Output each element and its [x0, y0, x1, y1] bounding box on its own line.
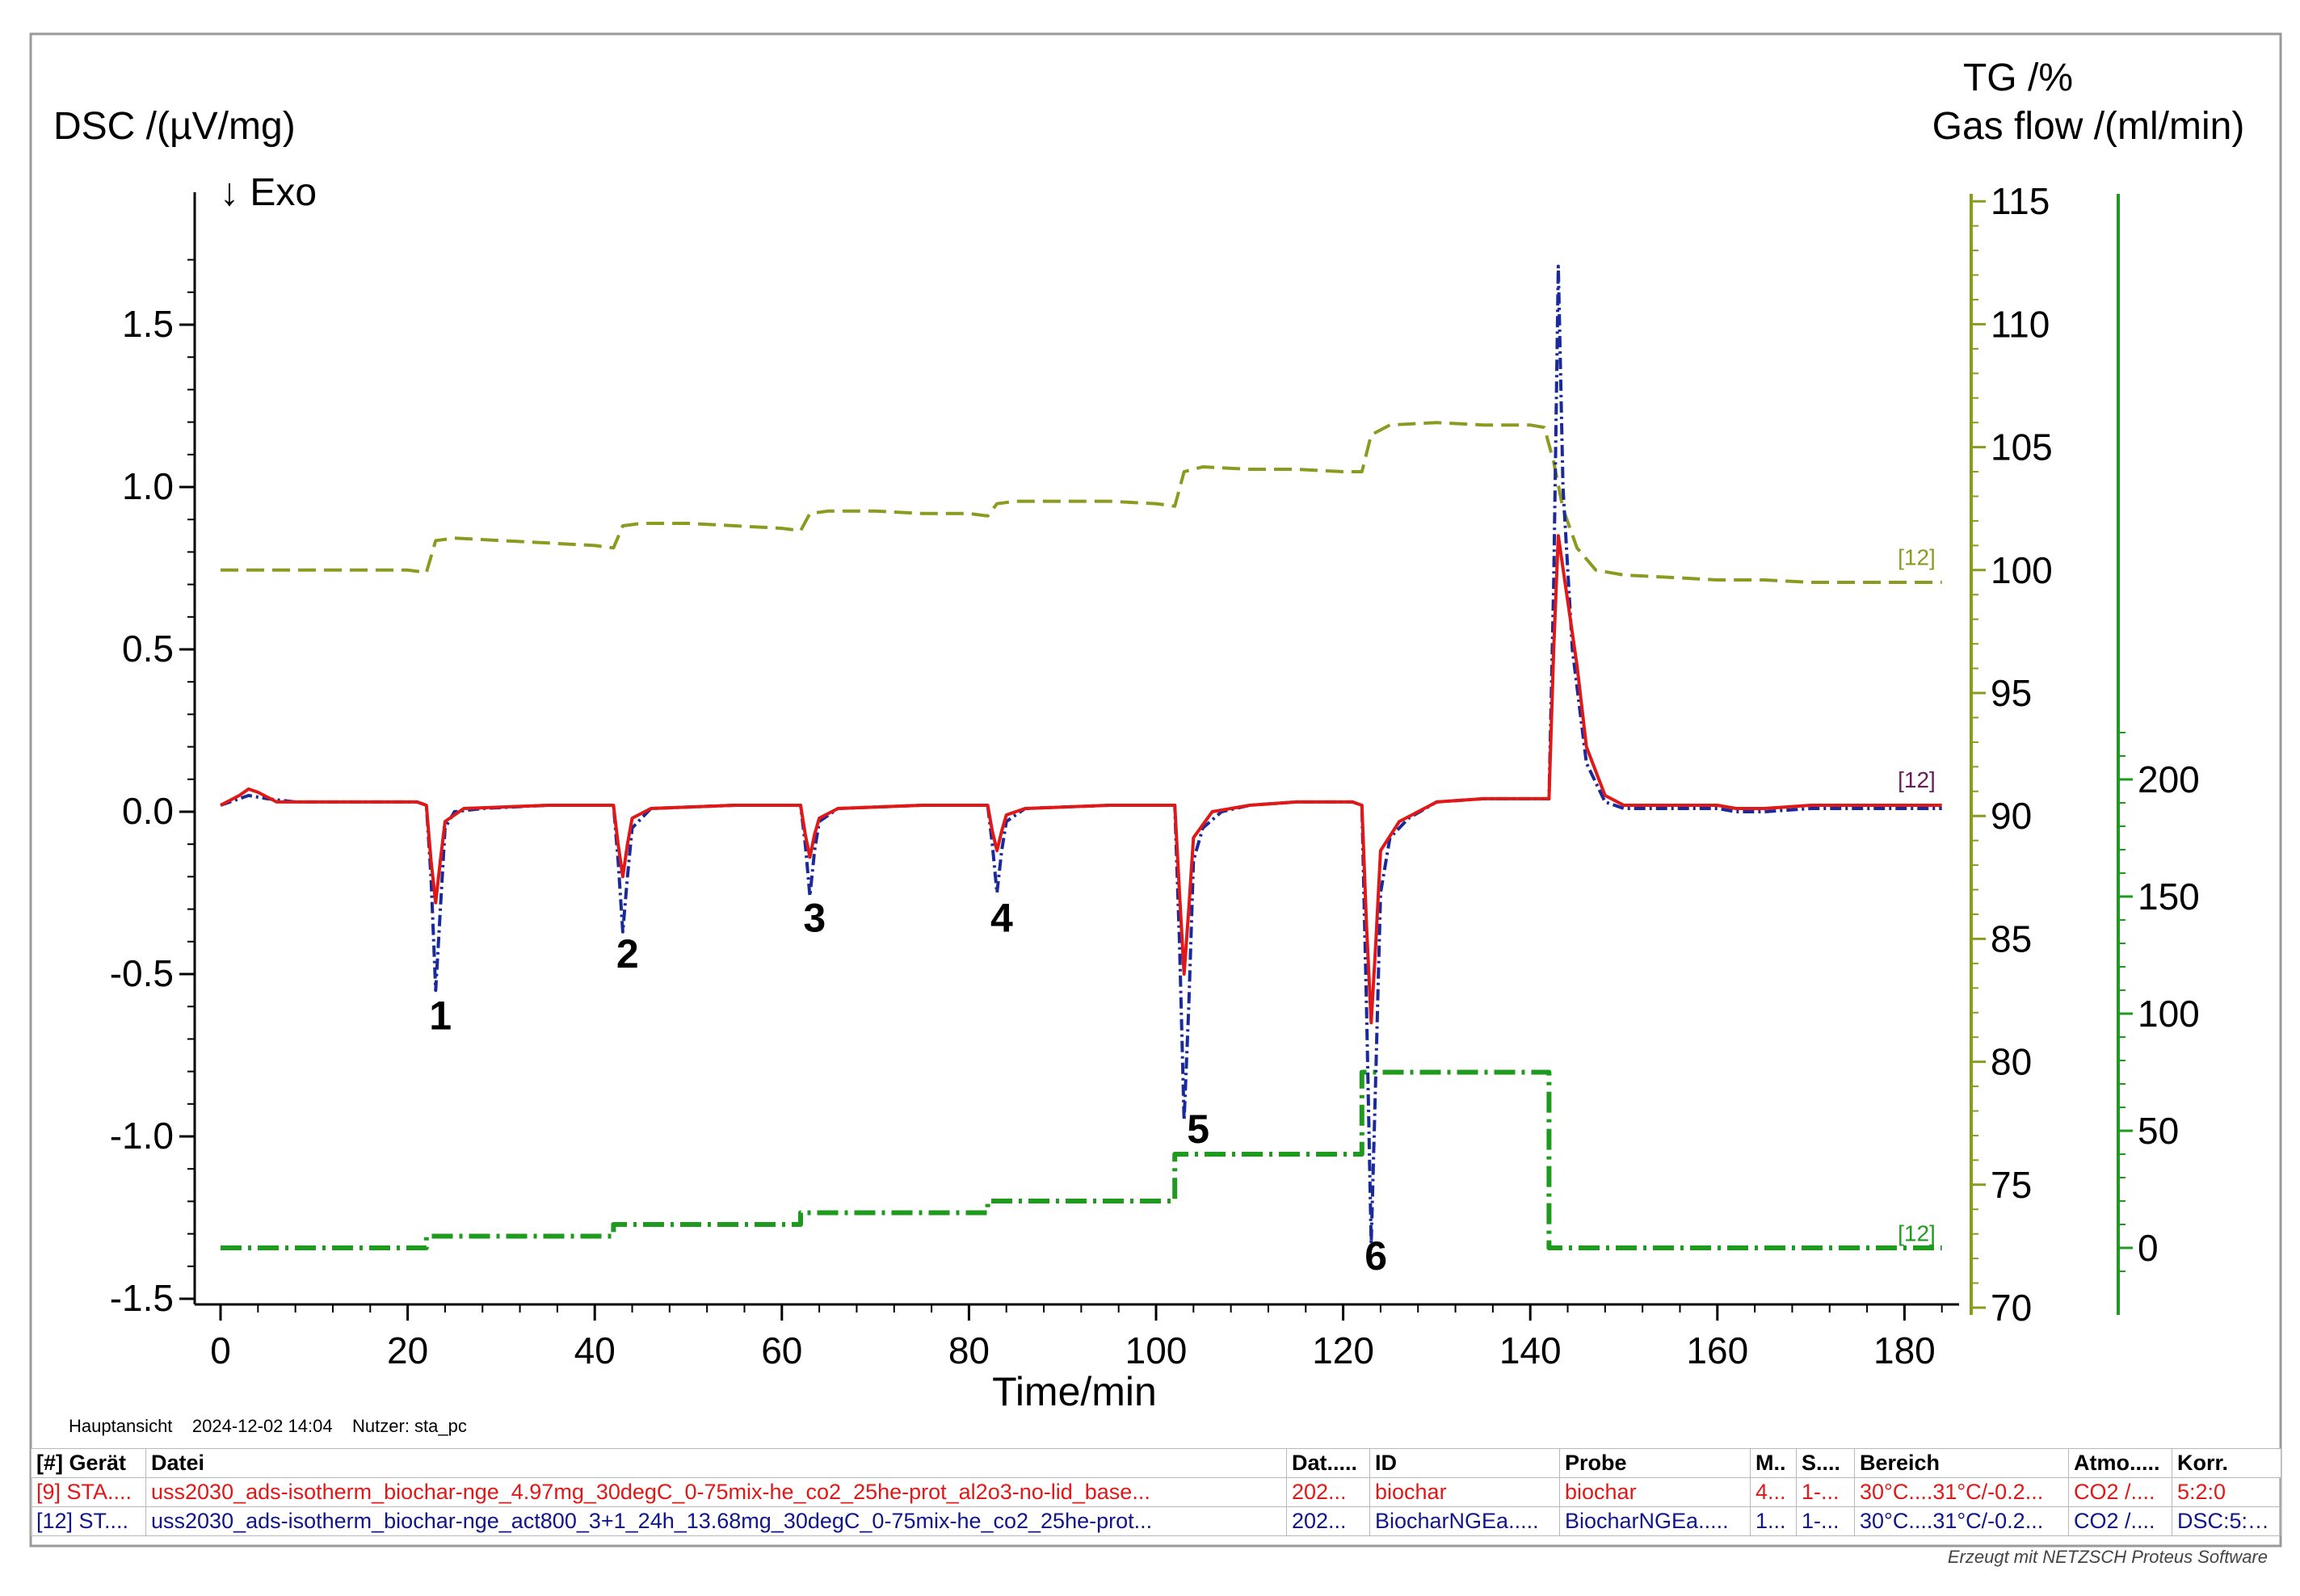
legend-cell: CO2 /.... — [2068, 1477, 2172, 1507]
legend-header-cell: ID — [1369, 1448, 1560, 1478]
legend-cell: 30°C....31°C/-0.2... — [1854, 1477, 2069, 1507]
peak-label: 6 — [1364, 1233, 1387, 1279]
view-name: Hauptansicht — [69, 1416, 173, 1436]
legend-cell: BiocharNGEa..... — [1369, 1506, 1560, 1536]
series-dsc-2 — [220, 264, 1942, 1245]
outer-border — [29, 32, 2282, 1548]
flow-tick-label: 50 — [2138, 1110, 2179, 1152]
legend-header-cell: Datei — [145, 1448, 1287, 1478]
legend-header-cell: Korr. — [2172, 1448, 2281, 1478]
legend-row: [9] STA.... uss2030_ads-isotherm_biochar-… — [31, 1477, 2281, 1507]
dsc-tick-label: 1.5 — [122, 303, 174, 345]
curve-tag: [12] — [1898, 545, 1936, 570]
tg-tick-label: 100 — [1991, 549, 2053, 591]
legend-cell: [9] STA.... — [31, 1477, 146, 1507]
legend-cell: [12] ST.... — [31, 1506, 146, 1536]
flow-tick-label: 0 — [2138, 1227, 2159, 1269]
tg-tick-label: 115 — [1991, 180, 2050, 222]
series-tg-0 — [221, 421, 1942, 584]
dsc-tick-label: -1.0 — [110, 1115, 174, 1157]
time-tick-label: 60 — [761, 1329, 802, 1371]
legend-header-cell: Dat..... — [1286, 1448, 1370, 1478]
labels: 1 2 3 4 5 6 [12] [12] [12] — [429, 545, 1936, 1279]
legend-cell: DSC:5:2:.... — [2172, 1506, 2281, 1536]
curves — [220, 264, 1942, 1250]
time-tick-label: 80 — [948, 1329, 990, 1371]
peak-label: 5 — [1187, 1107, 1209, 1152]
time-tick-label: 160 — [1686, 1329, 1748, 1371]
legend-cell: 1-... — [1796, 1506, 1855, 1536]
peak-label: 3 — [803, 896, 826, 941]
tg-tick-label: 80 — [1991, 1041, 2032, 1083]
legend-cell: BiocharNGEa..... — [1559, 1506, 1751, 1536]
legend-cell: uss2030_ads-isotherm_biochar-nge_4.97mg_… — [145, 1477, 1287, 1507]
legend-header-cell: Probe — [1559, 1448, 1751, 1478]
legend-header-cell: Bereich — [1854, 1448, 2069, 1478]
legend-cell: 202... — [1286, 1506, 1370, 1536]
legend-cell: biochar — [1369, 1477, 1560, 1507]
dsc-tick-label: -1.5 — [110, 1277, 174, 1319]
peak-label: 1 — [429, 993, 452, 1038]
tg-tick-label: 70 — [1991, 1287, 2032, 1329]
peak-label: 4 — [990, 896, 1013, 941]
legend-header-row: [#] Gerät Datei Dat..... ID Probe M.. S.... Ber… — [31, 1448, 2281, 1478]
legend-table: [#] Gerät Datei Dat..... ID Probe M.. S.... Ber… — [31, 1448, 2281, 1536]
time-tick-label: 40 — [574, 1329, 616, 1371]
curve-tag: [12] — [1898, 767, 1936, 792]
series-flow-1 — [221, 1069, 1942, 1250]
legend-header-cell: S.... — [1796, 1448, 1855, 1478]
series-dsc-3 — [220, 534, 1942, 1025]
info-line: Hauptansicht 2024-12-02 14:04 Nutzer: st… — [69, 1416, 467, 1437]
exo-note: ↓ Exo — [220, 171, 317, 214]
flow-tick-label: 150 — [2138, 876, 2200, 918]
flow-axis-title: Gas flow /(ml/min) — [1932, 105, 2245, 148]
dsc-tick-label: 0.5 — [122, 628, 174, 670]
legend-cell: 202... — [1286, 1477, 1370, 1507]
time-tick-label: 100 — [1125, 1329, 1188, 1371]
time-tick-label: 0 — [210, 1329, 231, 1371]
axes: -1.5 -1.0 -0.5 0.0 0.5 1.0 1.5 DSC /(µV/mg) ↓ Ex… — [53, 57, 2244, 1414]
user-name: Nutzer: sta_pc — [352, 1416, 467, 1436]
tg-tick-label: 105 — [1991, 426, 2053, 468]
legend-cell: uss2030_ads-isotherm_biochar-nge_act800_… — [145, 1506, 1287, 1536]
dsc-tick-label: -0.5 — [110, 952, 174, 994]
legend-cell: 30°C....31°C/-0.2... — [1854, 1506, 2069, 1536]
tg-tick-label: 75 — [1991, 1164, 2032, 1206]
footer-text: Erzeugt mit NETZSCH Proteus Software — [1947, 1547, 2268, 1567]
time-tick-label: 120 — [1312, 1329, 1374, 1371]
legend-header-cell: [#] Gerät — [31, 1448, 146, 1478]
time-tick-label: 140 — [1499, 1329, 1562, 1371]
tg-axis-title: TG /% — [1963, 57, 2073, 99]
tg-tick-label: 90 — [1991, 795, 2032, 837]
legend-cell: 5:2:0 — [2172, 1477, 2281, 1507]
flow-tick-label: 200 — [2138, 758, 2200, 800]
legend-cell: 1-... — [1796, 1477, 1855, 1507]
legend-row: [12] ST.... uss2030_ads-isotherm_biochar-… — [31, 1506, 2281, 1536]
dsc-axis-title: DSC /(µV/mg) — [53, 105, 296, 148]
curve-tag: [12] — [1898, 1220, 1936, 1245]
tg-tick-label: 95 — [1991, 672, 2032, 714]
legend-cell: 4... — [1750, 1477, 1797, 1507]
tg-tick-label: 85 — [1991, 918, 2032, 960]
time-tick-label: 180 — [1873, 1329, 1936, 1371]
flow-tick-label: 100 — [2138, 993, 2200, 1035]
dsc-tick-label: 1.0 — [122, 465, 174, 507]
peak-label: 2 — [616, 931, 639, 976]
legend-cell: biochar — [1559, 1477, 1751, 1507]
legend-header-cell: M.. — [1750, 1448, 1797, 1478]
time-tick-label: 20 — [387, 1329, 428, 1371]
legend-cell: CO2 /.... — [2068, 1506, 2172, 1536]
legend-cell: 1... — [1750, 1506, 1797, 1536]
timestamp: 2024-12-02 14:04 — [191, 1416, 333, 1436]
tg-tick-label: 110 — [1991, 303, 2050, 345]
time-axis-title: Time/min — [992, 1369, 1157, 1414]
dsc-tick-label: 0.0 — [122, 790, 174, 832]
legend-header-cell: Atmo..... — [2068, 1448, 2172, 1478]
